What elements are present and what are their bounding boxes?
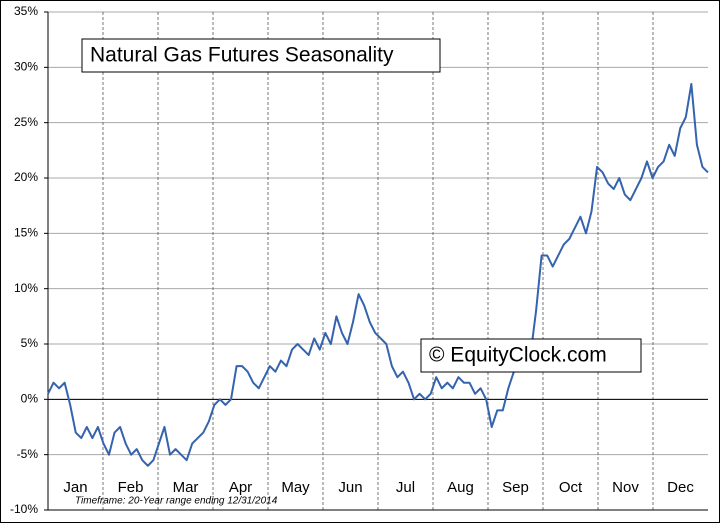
chart-title: Natural Gas Futures Seasonality: [90, 44, 394, 67]
x-tick-label: Dec: [667, 479, 694, 496]
y-tick-label: 15%: [14, 226, 38, 240]
y-tick-label: 20%: [14, 170, 38, 184]
x-tick-label: Sep: [502, 479, 529, 496]
series-line: [47, 82, 709, 467]
x-tick-label: Aug: [447, 479, 474, 496]
x-tick-label: Mar: [173, 479, 199, 496]
y-tick-label: 30%: [14, 60, 38, 74]
x-tick-label: Jul: [396, 479, 415, 496]
x-tick-label: Jun: [338, 479, 362, 496]
x-tick-label: Feb: [118, 479, 144, 496]
y-tick-label: 25%: [14, 115, 38, 129]
x-tick-label: Oct: [559, 479, 583, 496]
x-tick-label: Jan: [63, 479, 87, 496]
y-tick-label: -5%: [17, 447, 39, 461]
watermark: © EquityClock.com: [429, 344, 607, 367]
x-tick-label: Nov: [612, 479, 639, 496]
title-box: [81, 38, 441, 73]
y-tick-label: 35%: [14, 4, 38, 18]
y-tick-label: -10%: [10, 502, 38, 516]
footnote: Timeframe: 20-Year range ending 12/31/20…: [75, 496, 278, 507]
y-tick-label: 0%: [21, 392, 39, 406]
x-tick-label: Apr: [229, 479, 252, 496]
watermark-box: [420, 338, 642, 373]
x-tick-label: May: [281, 479, 310, 496]
y-tick-label: 10%: [14, 281, 38, 295]
y-tick-label: 5%: [21, 336, 39, 350]
